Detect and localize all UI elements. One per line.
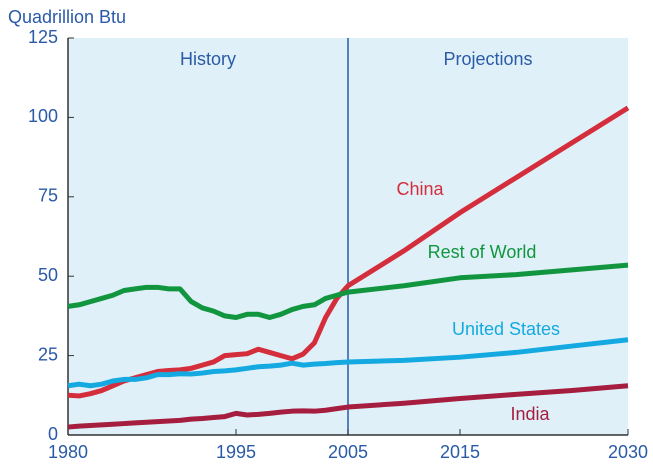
annotation: History <box>180 49 236 69</box>
series-label: China <box>396 179 444 199</box>
y-tick-label: 75 <box>38 186 58 206</box>
x-tick-label: 2015 <box>440 442 480 462</box>
y-tick-label: 25 <box>38 344 58 364</box>
series-label: Rest of World <box>428 242 537 262</box>
x-tick-label: 1995 <box>216 442 256 462</box>
series-line <box>67 383 629 430</box>
series-line <box>67 262 629 320</box>
series-label: India <box>510 404 550 424</box>
series-label: United States <box>452 319 560 339</box>
y-tick-label: 100 <box>28 106 58 126</box>
y-axis-label: Quadrillion Btu <box>8 7 126 27</box>
series-line <box>67 337 629 389</box>
y-tick-label: 50 <box>38 265 58 285</box>
y-tick-label: 125 <box>28 27 58 47</box>
x-tick-label: 2005 <box>328 442 368 462</box>
annotation: Projections <box>443 49 532 69</box>
x-tick-label: 1980 <box>48 442 88 462</box>
x-tick-label: 2030 <box>608 442 648 462</box>
y-tick-label: 0 <box>48 424 58 444</box>
